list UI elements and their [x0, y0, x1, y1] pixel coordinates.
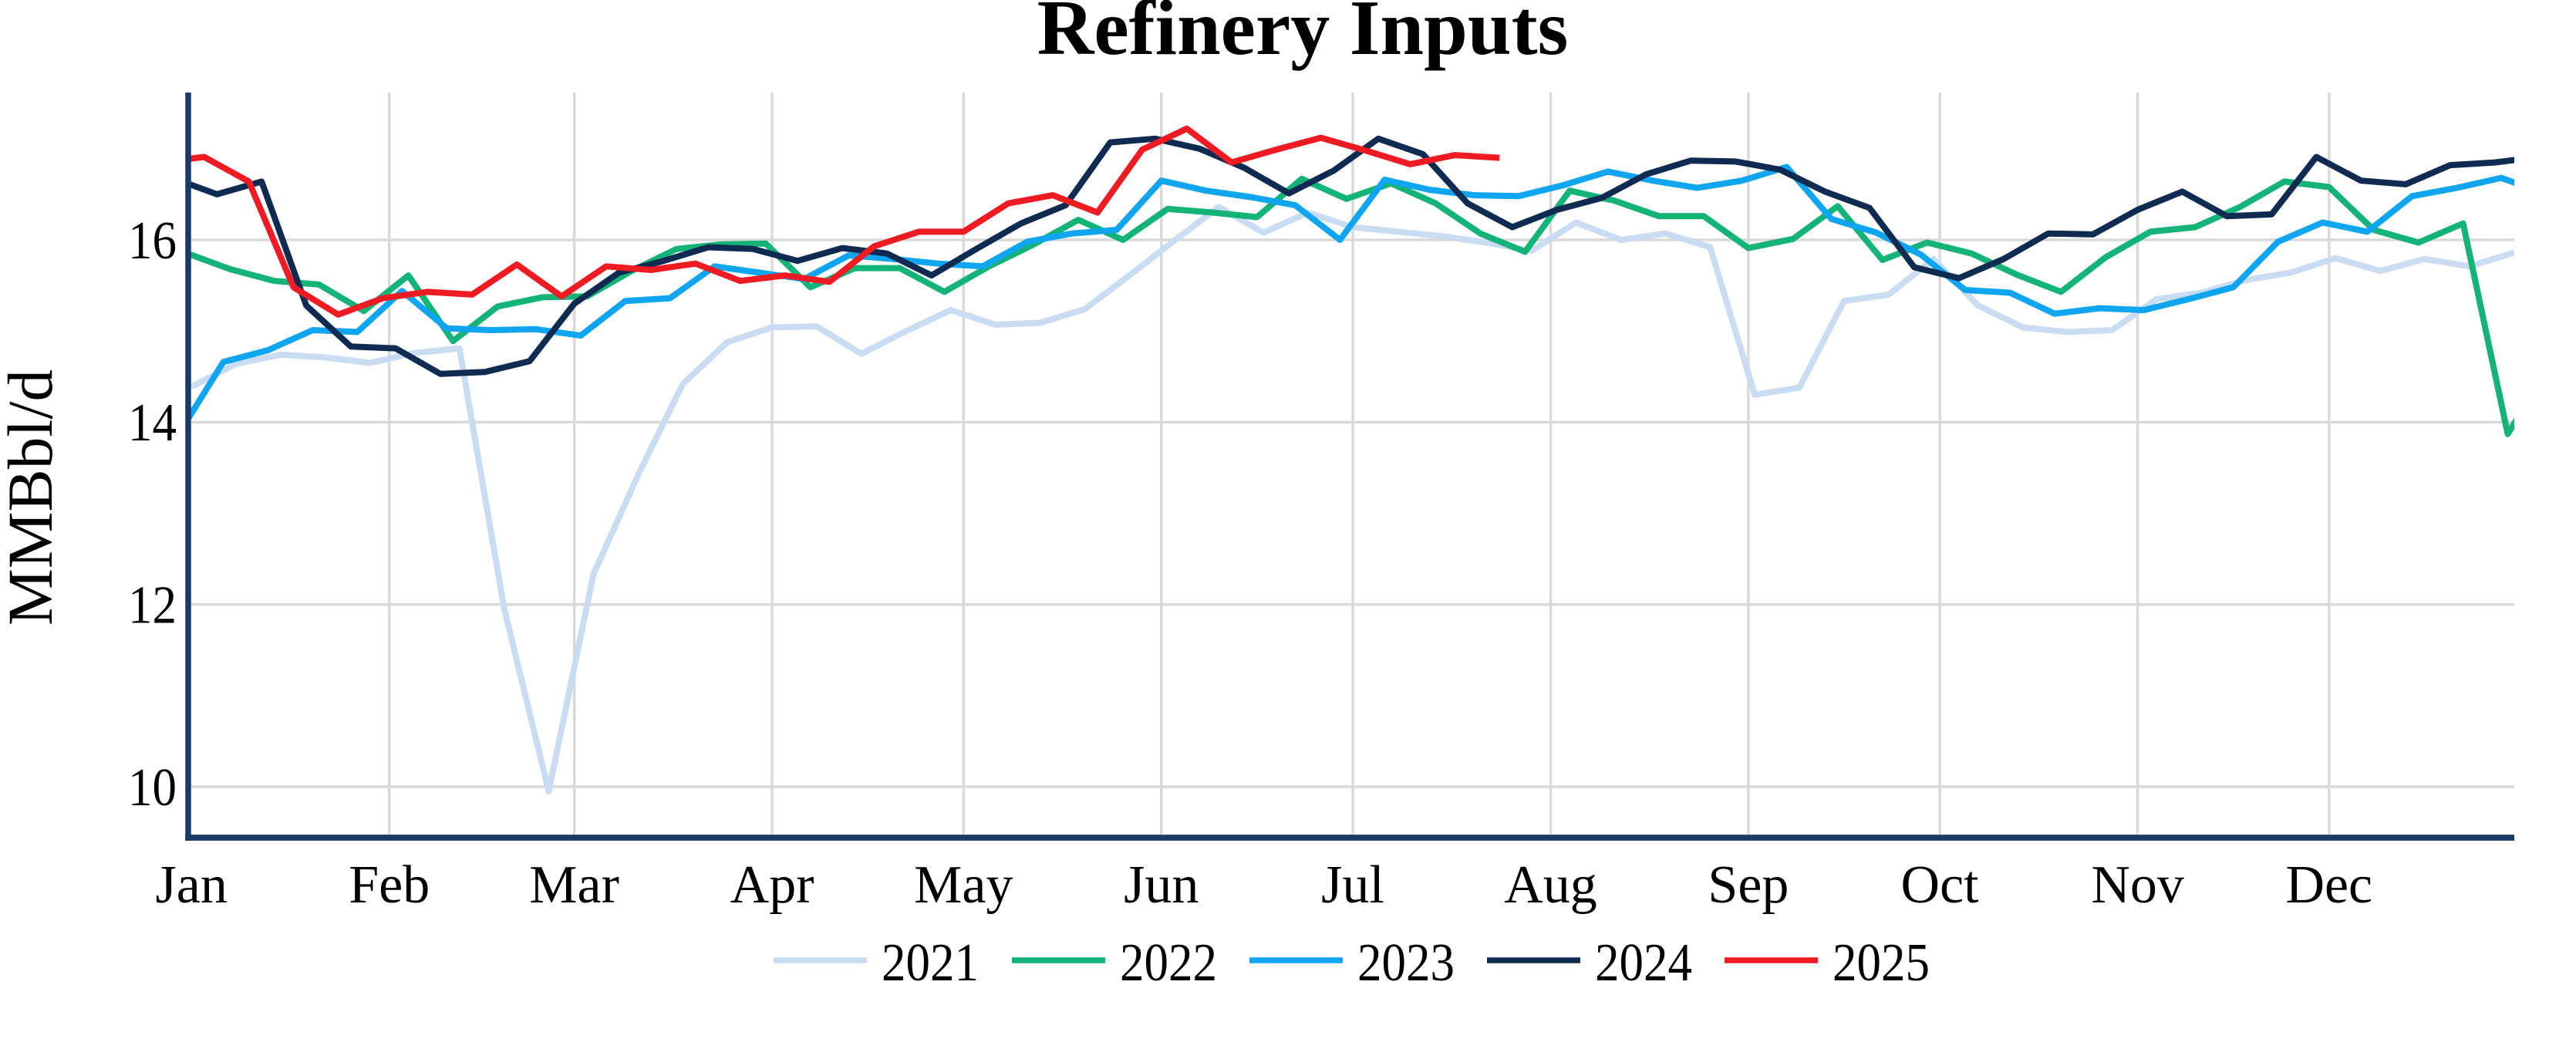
svg-text:MMBbl/d: MMBbl/d — [0, 369, 66, 626]
svg-text:2025: 2025 — [1833, 933, 1930, 993]
svg-text:12: 12 — [128, 576, 177, 636]
svg-text:Refinery Inputs: Refinery Inputs — [1037, 0, 1569, 72]
svg-text:16: 16 — [128, 211, 177, 271]
svg-text:Feb: Feb — [349, 855, 430, 915]
svg-text:Nov: Nov — [2091, 855, 2184, 915]
svg-text:Jun: Jun — [1124, 855, 1199, 915]
svg-text:Apr: Apr — [730, 855, 814, 915]
svg-text:14: 14 — [128, 393, 177, 453]
svg-text:Jan: Jan — [156, 855, 228, 915]
svg-text:Mar: Mar — [529, 855, 619, 915]
svg-text:Aug: Aug — [1504, 855, 1597, 915]
svg-text:2023: 2023 — [1357, 933, 1455, 993]
svg-text:2022: 2022 — [1120, 933, 1217, 993]
svg-text:Dec: Dec — [2285, 855, 2372, 915]
svg-text:May: May — [914, 855, 1013, 915]
svg-text:10: 10 — [128, 758, 177, 818]
svg-text:Sep: Sep — [1708, 855, 1789, 915]
svg-text:Oct: Oct — [1901, 855, 1980, 915]
svg-text:2021: 2021 — [882, 933, 979, 993]
svg-text:2024: 2024 — [1595, 933, 1692, 993]
svg-text:Jul: Jul — [1321, 855, 1384, 915]
